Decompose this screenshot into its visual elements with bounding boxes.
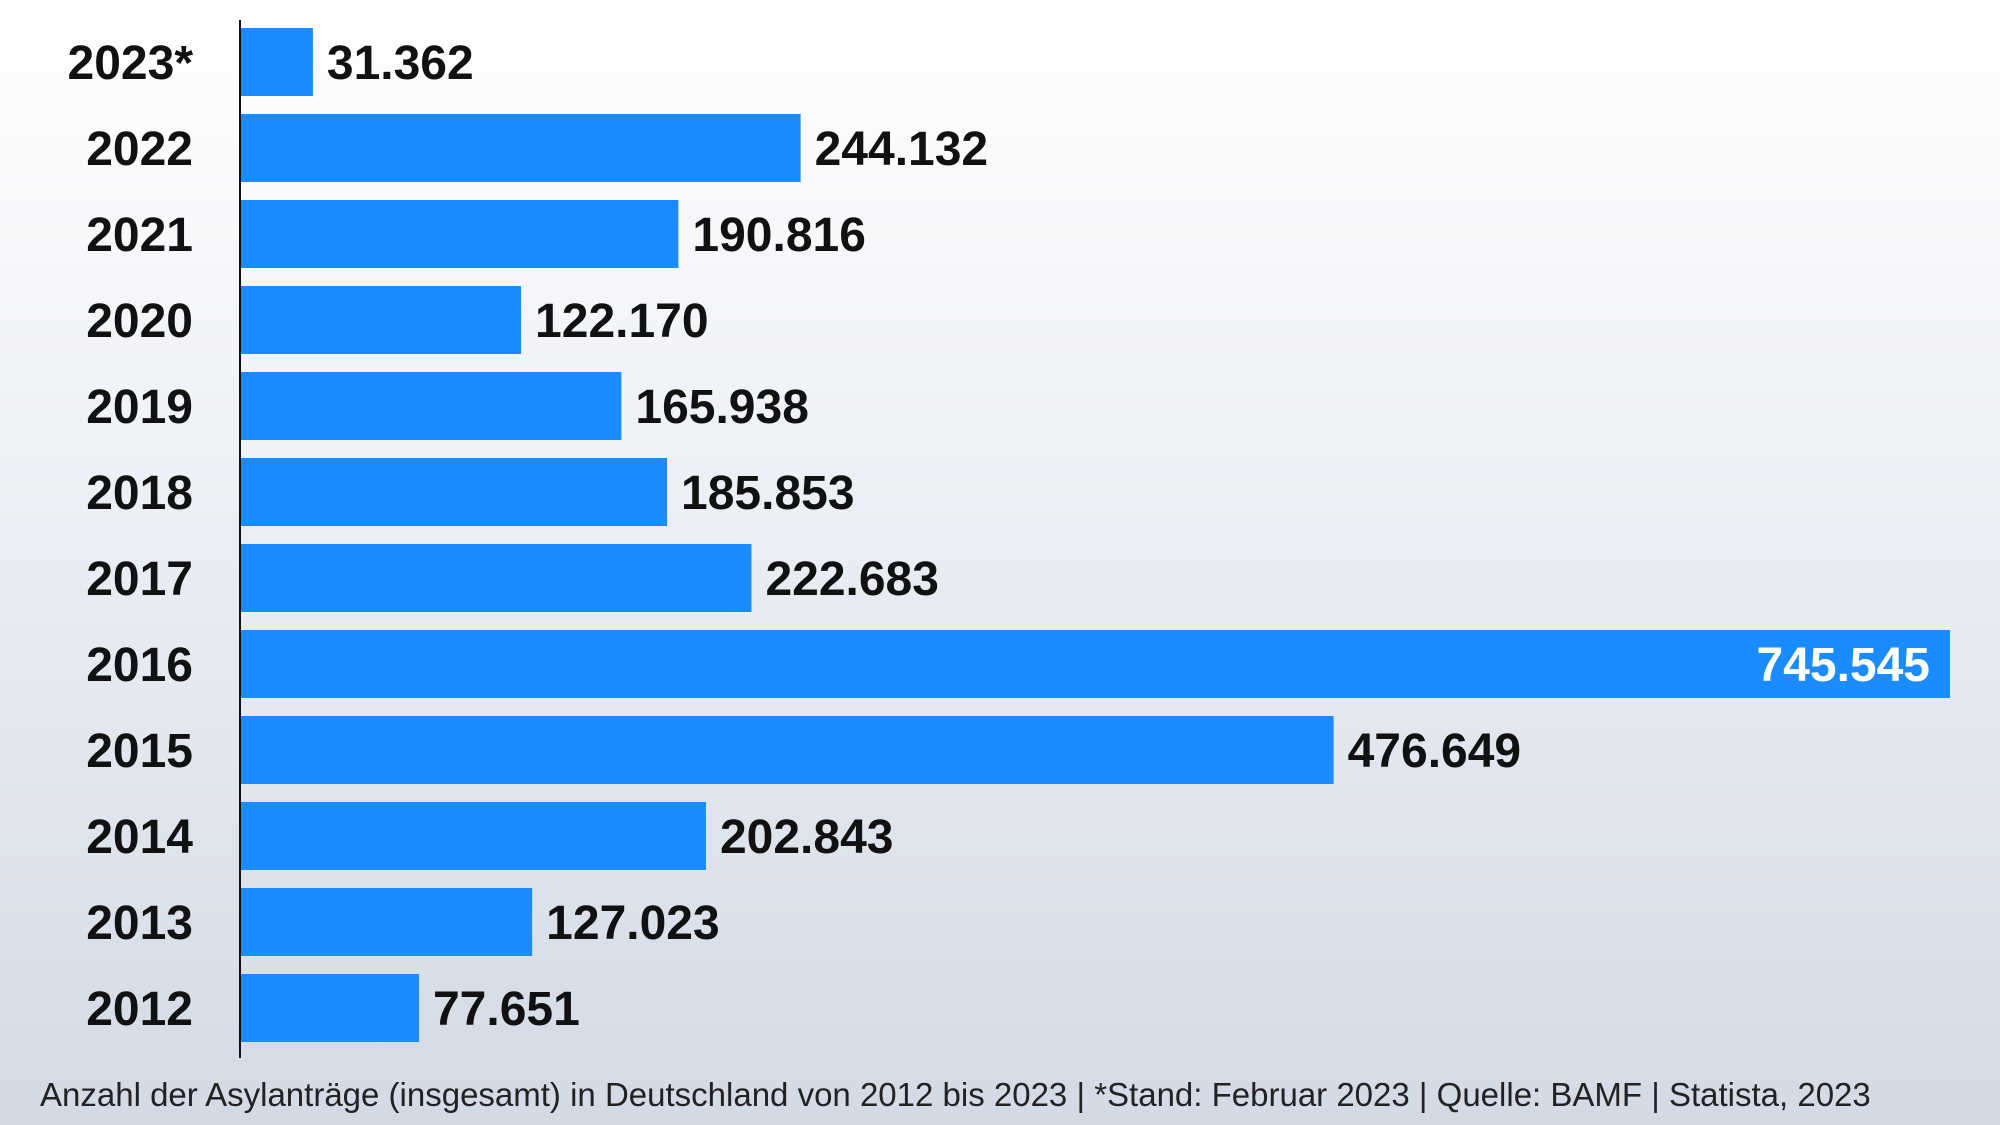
bar-2016 — [241, 630, 1950, 698]
bar-2012 — [241, 974, 419, 1042]
value-label: 127.023 — [546, 897, 720, 950]
value-label: 202.843 — [720, 811, 894, 864]
bar-2018 — [241, 458, 668, 526]
category-label: 2015 — [86, 725, 193, 778]
category-label: 2018 — [86, 467, 193, 520]
category-label: 2016 — [86, 639, 193, 692]
bar-2014 — [241, 802, 706, 870]
bar-2017 — [241, 544, 752, 612]
bar-2021 — [241, 200, 679, 268]
chart-caption: Anzahl der Asylanträge (insgesamt) in De… — [40, 1076, 1871, 1113]
category-label: 2014 — [86, 811, 193, 864]
bar-2020 — [241, 286, 522, 354]
bar-2013 — [241, 888, 533, 956]
value-label: 165.938 — [635, 381, 809, 434]
bar-2015 — [241, 716, 1334, 784]
category-label: 2013 — [86, 897, 193, 950]
value-label: 122.170 — [535, 295, 709, 348]
value-label: 476.649 — [1348, 725, 1522, 778]
value-label: 31.362 — [327, 37, 474, 90]
category-labels: 2023* 2022 2021 2020 2019 2018 2017 2016 2015 201… — [68, 37, 194, 1036]
bar-2019 — [241, 372, 622, 440]
value-labels: 31.362 244.132 190.816 122.170 165.938 185.85… — [327, 37, 1930, 1036]
category-label: 2020 — [86, 295, 193, 348]
value-label: 77.651 — [433, 983, 580, 1036]
bar-2023 — [241, 28, 313, 96]
value-label: 745.545 — [1756, 639, 1930, 692]
category-label: 2012 — [86, 983, 193, 1036]
bar-chart: 2023* 2022 2021 2020 2019 2018 2017 2016 2015 201… — [68, 20, 1950, 1058]
bar-2022 — [241, 114, 801, 182]
category-label: 2022 — [86, 123, 193, 176]
value-label: 185.853 — [681, 467, 855, 520]
value-label: 222.683 — [765, 553, 939, 606]
category-label: 2021 — [86, 209, 193, 262]
value-label: 190.816 — [692, 209, 866, 262]
value-label: 244.132 — [815, 123, 989, 176]
category-label: 2023* — [68, 37, 194, 90]
category-label: 2019 — [86, 381, 193, 434]
category-label: 2017 — [86, 553, 193, 606]
bars-group — [241, 28, 1950, 1042]
